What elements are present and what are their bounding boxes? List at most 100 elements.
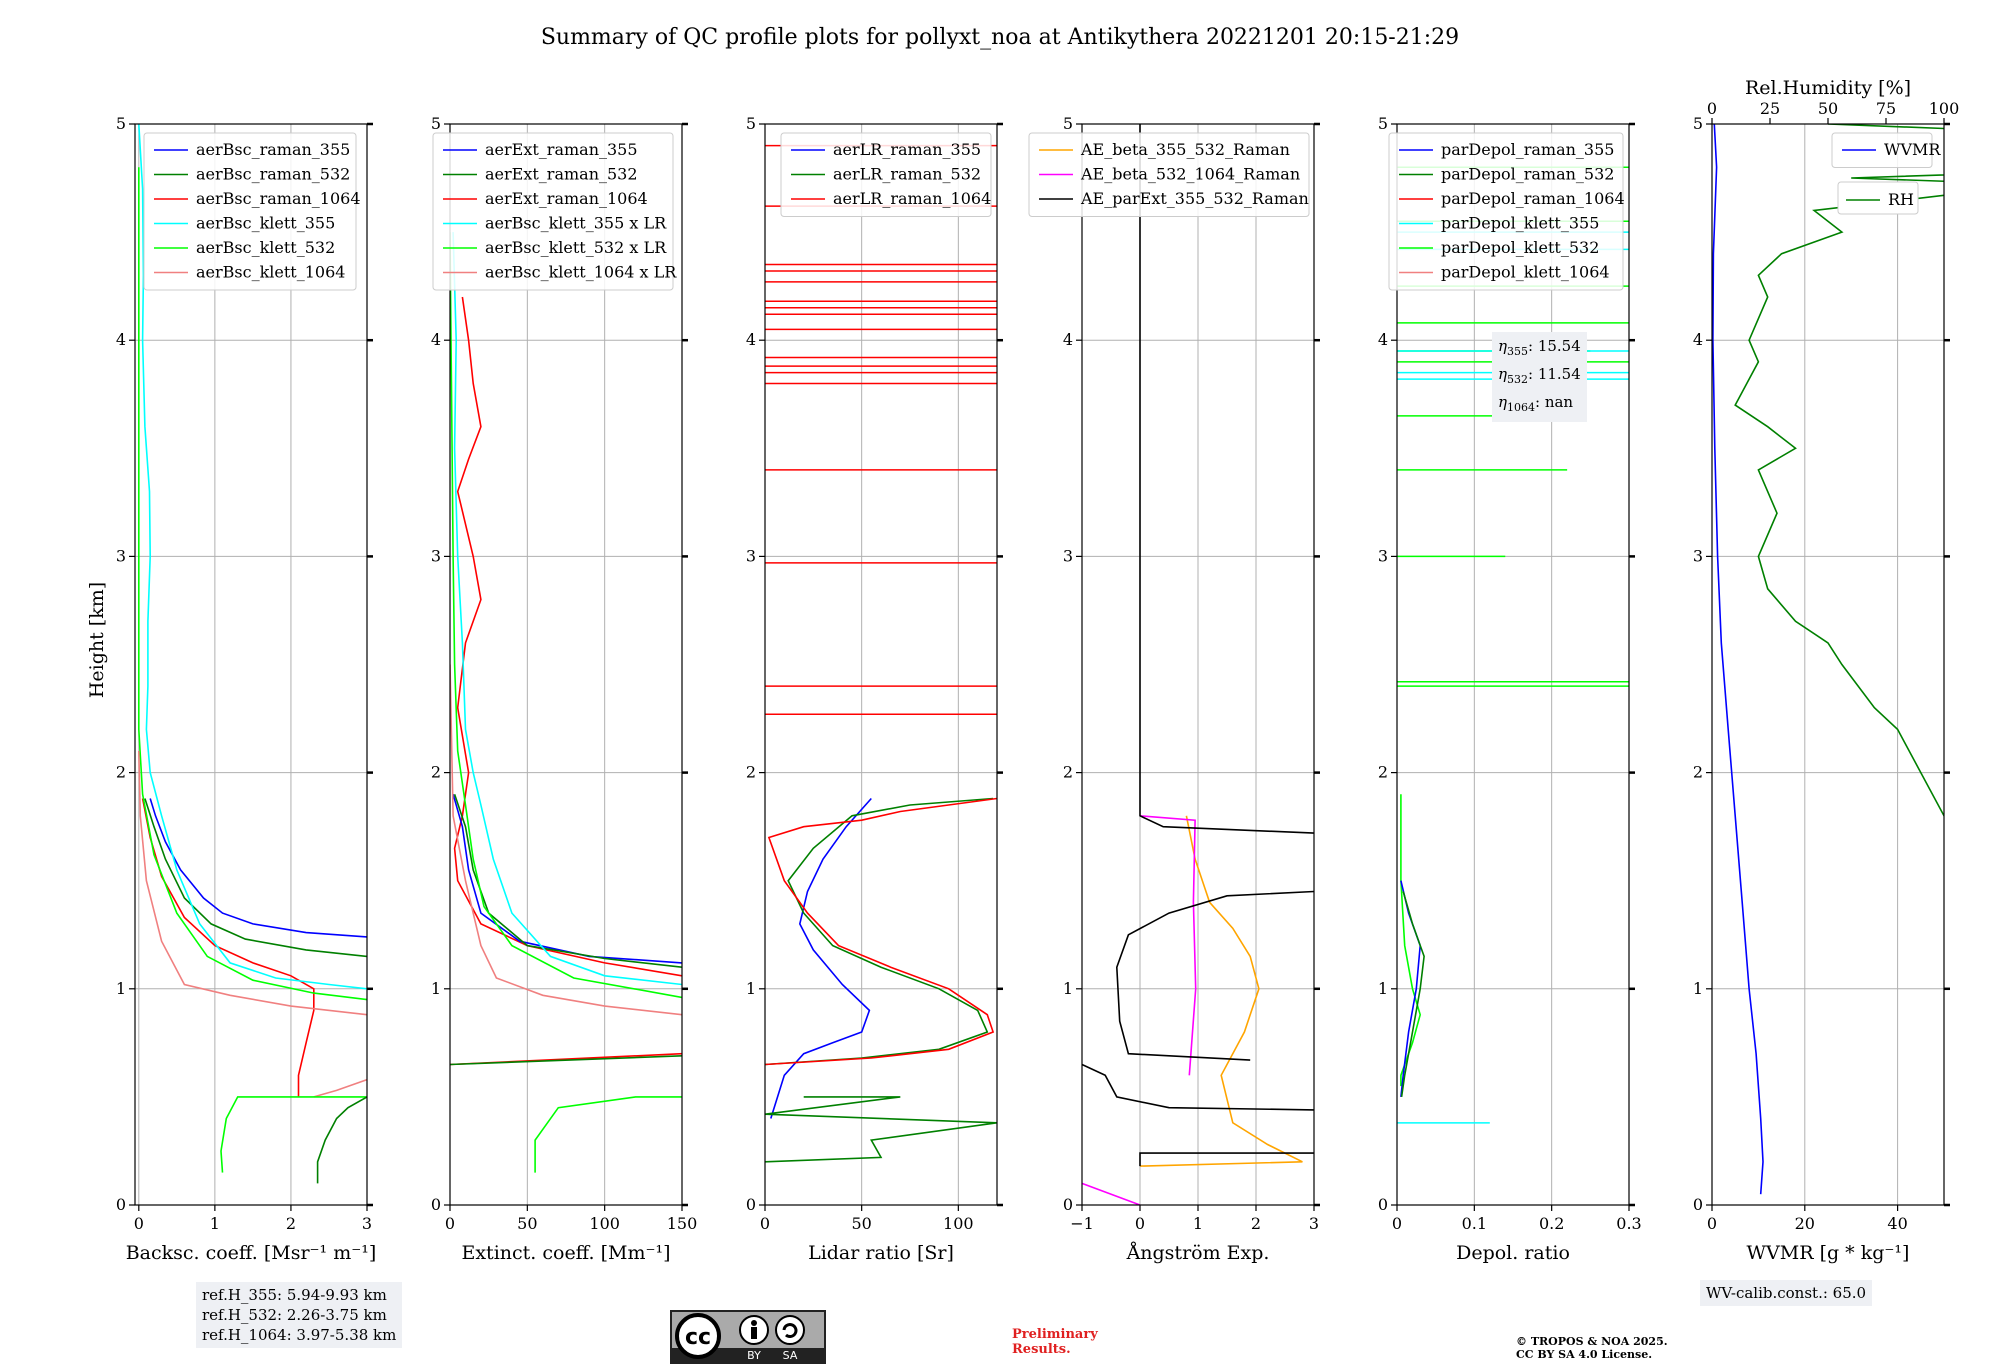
legend-label: aerBsc_klett_355 [196,214,335,233]
series-group [765,144,997,1163]
series-aerbsc-klett-1064 [138,750,367,1016]
series-aerbsc-raman-532 [144,798,367,958]
legend-label: AE_beta_532_1064_Raman [1080,165,1300,184]
legend-label: aerLR_raman_355 [833,140,981,159]
legend-label: parDepol_klett_355 [1441,214,1599,233]
x-axis-label: Backsc. coeff. [Msr⁻¹ m⁻¹] [126,1242,377,1264]
y-tick-label: 3 [431,546,441,565]
legend-label: aerBsc_raman_1064 [196,189,361,208]
wv-calibration-constant: WV-calib.const.: 65.0 [1706,1284,1867,1302]
series-aerbsc-klett-532 [138,167,367,1001]
series-aerbsc-raman-355 [149,798,367,938]
legend-label: aerBsc_klett_532 x LR [485,238,667,257]
y-tick-label: 0 [1063,1195,1073,1214]
y-tick-label: 2 [1063,763,1073,782]
x-tick-label: 2 [1251,1214,1261,1233]
series-ae-beta-532-1064-raman [1139,815,1197,1076]
y-tick-label: 1 [1378,979,1388,998]
series-aerbsc-klett-355 [138,124,367,990]
legend-box [1831,132,1933,168]
y-tick-label: 4 [1378,330,1388,349]
x2-tick-label: 0 [1707,99,1717,118]
y-tick-label: 1 [116,979,126,998]
legend-label: parDepol_raman_1064 [1441,189,1625,208]
series-ae-parext-355-532-raman [1139,124,1314,834]
series-aerext-raman-355 [452,793,682,964]
legend-label: aerExt_raman_532 [485,165,638,184]
wv-calibration-box: WV-calib.const.: 65.0 [1700,1280,1873,1306]
sa-text: SA [783,1349,798,1362]
x-tick-label: 100 [943,1214,974,1233]
x-tick-label: 3 [362,1214,372,1233]
y-tick-label: 5 [1378,114,1388,133]
panel-5: 0 1 2 3 4 5 0 0.1 0.2 0.3 Depol. ratio parDepol_ram… [1378,114,1642,1264]
preliminary-line-2: Results. [1012,1342,1071,1357]
panel-1: 0 1 2 3 4 5 0 1 2 3 Backsc. coeff. [Msr⁻¹ m⁻¹] aerB… [116,114,376,1264]
series-aerlr-raman-355 [770,797,872,1119]
legend-label: aerBsc_klett_532 [196,238,335,257]
series-ae-parext-355-532-raman-4 [1139,1152,1314,1167]
x2-axis-label: Rel.Humidity [%] [1745,77,1911,99]
x-axis-label: Extinct. coeff. [Mm⁻¹] [461,1242,670,1264]
legend-label: AE_parExt_355_532_Raman [1080,189,1309,208]
series-wvmr [1712,124,1764,1195]
y-tick-label: 1 [746,979,756,998]
y-tick-label: 2 [746,763,756,782]
y-tick-label: 0 [116,1195,126,1214]
x-tick-label: 150 [667,1214,698,1233]
legend: AE_beta_355_532_Raman AE_beta_532_1064_Ra… [1028,132,1310,217]
y-axis-label: Height [km] [86,582,108,698]
legend-box [432,132,674,291]
legend-label: WVMR [1884,140,1941,159]
y-tick-label: 2 [116,763,126,782]
x-tick-label: 0 [1707,1214,1717,1233]
series-aerlr-raman-532 [765,797,994,1066]
y-tick-label: 1 [1063,979,1073,998]
copyright-note: © TROPOS & NOA 2025. CC BY SA 4.0 Licens… [1516,1335,1668,1361]
legend-label: aerBsc_raman_355 [196,140,350,159]
series-ae-parext-355-532-raman-3 [1082,1063,1314,1111]
legend-label: parDepol_klett_532 [1441,238,1599,257]
legend-box [1388,132,1624,291]
y-tick-label: 2 [1378,763,1388,782]
legend-label: aerBsc_klett_1064 x LR [485,263,677,282]
x-tick-label: 3 [1309,1214,1319,1233]
legend-box [143,132,357,291]
y-tick-label: 3 [1693,546,1703,565]
x-tick-label: 0.3 [1616,1214,1641,1233]
legend: aerExt_raman_355 aerExt_raman_532 aerExt_r… [432,132,677,291]
axes-frame [134,123,368,1206]
eta-532: η532: 11.54 [1498,365,1581,386]
x2-tick-label: 50 [1818,99,1838,118]
series-aerbsc-klett-1064-x-lr [450,664,682,1016]
x-axis-label: Lidar ratio [Sr] [808,1242,954,1264]
axes-frame [764,123,998,1206]
axes-frame [1711,123,1945,1206]
ref-height-532: ref.H_532: 2.26-3.75 km [202,1306,387,1324]
y-tick-label: 4 [1063,330,1073,349]
y-tick-label: 0 [1378,1195,1388,1214]
series-aerbsc-klett-532-low [220,1096,367,1173]
legend-label: AE_beta_355_532_Raman [1080,140,1290,159]
copyright-line-2: CC BY SA 4.0 License. [1516,1348,1653,1361]
series-ae-beta-532-1064-raman-low [1082,1182,1141,1205]
legend-label: RH [1888,190,1914,209]
legend-label: aerExt_raman_1064 [485,189,648,208]
reference-height-box: ref.H_355: 5.94-9.93 km ref.H_532: 2.26-… [196,1282,403,1348]
x2-tick-label: 100 [1929,99,1960,118]
legend-box [1028,132,1310,217]
y-tick-label: 5 [746,114,756,133]
series-group [1082,124,1314,1205]
y-tick-label: 4 [746,330,756,349]
series-ae-parext-355-532-raman-2 [1115,890,1314,1061]
legend-label: parDepol_raman_355 [1441,140,1614,159]
axes-frame [1396,123,1630,1206]
x-tick-label: 50 [851,1214,871,1233]
legend-box [780,132,992,217]
legend-label: parDepol_klett_1064 [1441,263,1610,282]
series-group [450,232,682,1173]
